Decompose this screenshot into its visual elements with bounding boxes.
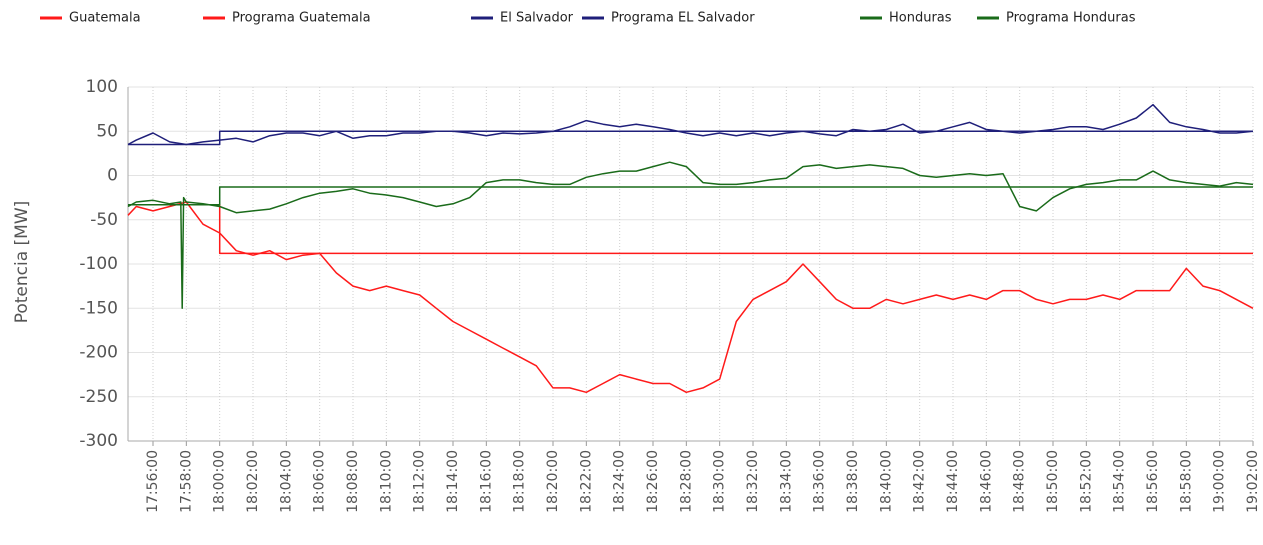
x-tick-label: 18:36:00 [812, 450, 828, 513]
x-tick-label: 18:52:00 [1078, 450, 1094, 513]
y-tick-label: -250 [79, 387, 118, 407]
legend-label: Programa EL Salvador [611, 11, 755, 26]
x-tick-label: 18:56:00 [1145, 450, 1161, 513]
x-tick-label: 18:26:00 [645, 450, 661, 513]
x-tick-label: 19:02:00 [1245, 450, 1261, 513]
y-axis-label: Potencia [MW] [12, 201, 32, 324]
x-tick-label: 18:18:00 [512, 450, 528, 513]
x-tick-label: 17:56:00 [145, 450, 161, 513]
x-tick-label: 18:02:00 [245, 450, 261, 513]
x-tick-label: 18:28:00 [678, 450, 694, 513]
y-tick-label: -50 [90, 210, 118, 230]
x-tick-label: 18:10:00 [378, 450, 394, 513]
x-tick-label: 18:38:00 [845, 450, 861, 513]
series-line [128, 203, 1253, 255]
series-line [127, 103, 1254, 146]
series-line [127, 201, 1254, 394]
x-tick-label: 18:58:00 [1178, 450, 1194, 513]
y-tick-label: -200 [79, 343, 118, 363]
x-tick-label: 18:32:00 [745, 450, 761, 513]
x-tick-label: 18:04:00 [278, 450, 294, 513]
x-tick-label: 18:50:00 [1045, 450, 1061, 513]
x-tick-label: 18:30:00 [712, 450, 728, 513]
x-tick-label: 18:20:00 [545, 450, 561, 513]
x-tick-label: 18:14:00 [445, 450, 461, 513]
x-tick-label: 18:40:00 [878, 450, 894, 513]
x-tick-label: 18:22:00 [578, 450, 594, 513]
x-tick-label: 18:16:00 [478, 450, 494, 513]
x-tick-label: 18:54:00 [1112, 450, 1128, 513]
x-tick-label: 18:12:00 [412, 450, 428, 513]
x-tick-label: 18:34:00 [778, 450, 794, 513]
legend-label: Guatemala [69, 11, 141, 26]
series-line [127, 161, 1254, 310]
x-tick-label: 18:48:00 [1012, 450, 1028, 513]
legend-label: Honduras [889, 11, 952, 26]
x-tick-label: 18:42:00 [912, 450, 928, 513]
x-tick-label: 18:00:00 [212, 450, 228, 513]
series-line [128, 130, 1253, 146]
y-tick-label: -300 [79, 431, 118, 451]
x-tick-label: 18:44:00 [945, 450, 961, 513]
y-tick-label: -150 [79, 298, 118, 318]
x-tick-label: 18:46:00 [978, 450, 994, 513]
x-tick-label: 19:00:00 [1212, 450, 1228, 513]
y-tick-label: 100 [86, 77, 118, 97]
legend-label: Programa Guatemala [232, 11, 371, 26]
series-line [128, 186, 1253, 206]
x-tick-label: 18:08:00 [345, 450, 361, 513]
y-tick-label: 50 [96, 121, 118, 141]
legend-label: Programa Honduras [1006, 11, 1136, 26]
x-tick-label: 17:58:00 [178, 450, 194, 513]
x-tick-label: 18:06:00 [312, 450, 328, 513]
y-tick-label: -100 [79, 254, 118, 274]
x-tick-label: 18:24:00 [612, 450, 628, 513]
y-tick-label: 0 [107, 166, 118, 186]
legend-label: El Salvador [500, 11, 574, 26]
